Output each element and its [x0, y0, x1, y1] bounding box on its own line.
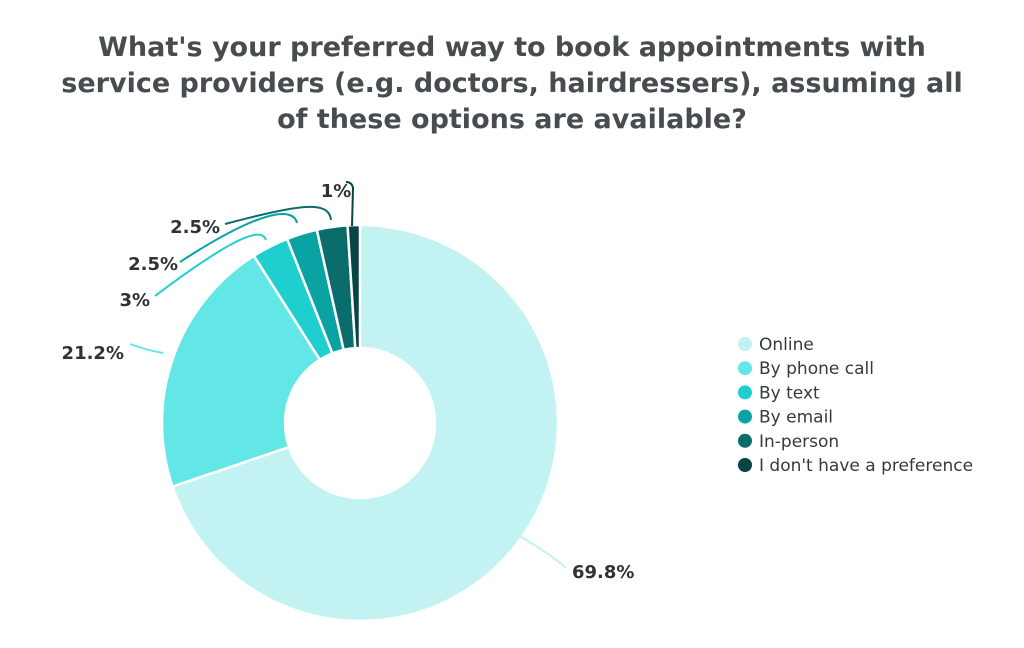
data-label-i-don-t-have-a-preference: 1% — [321, 181, 352, 202]
data-label-in-person: 2.5% — [170, 217, 220, 238]
data-label-online: 69.8% — [572, 562, 634, 583]
legend-label-by-phone-call: By phone call — [759, 359, 874, 379]
legend-swatch-in-person — [738, 433, 752, 448]
legend-label-by-text: By text — [759, 383, 820, 403]
data-label-by-email: 2.5% — [128, 254, 178, 275]
slice-online — [171, 223, 560, 623]
chart-title: What's your preferred way to book appoin… — [61, 32, 962, 135]
data-label-by-phone-call: 21.2% — [62, 343, 124, 364]
legend-label-online: Online — [759, 335, 814, 355]
title-line-1: What's your preferred way to book appoin… — [98, 32, 926, 63]
legend-swatch-i-don-t-have-a-preference — [738, 458, 752, 472]
leader-line-i-don-t-have-a-preference — [345, 181, 355, 227]
donut-slices — [160, 223, 560, 623]
legend-swatch-by-text — [738, 385, 752, 400]
leader-line-in-person — [224, 205, 332, 225]
legend-swatch-online — [738, 337, 752, 351]
legend-label-in-person: In-person — [759, 432, 839, 452]
slice-by-phone-call — [160, 254, 322, 488]
leader-line-by-phone-call — [129, 343, 164, 354]
title-line-2: service providers (e.g. doctors, hairdre… — [61, 68, 962, 99]
legend-swatch-by-phone-call — [738, 361, 752, 376]
legend-label-i-don-t-have-a-preference: I don't have a preference — [759, 456, 973, 476]
data-labels: 69.8% 21.2% 3% 2.5% 2.5% 1% — [62, 181, 635, 583]
leader-line-by-text — [154, 233, 267, 297]
legend-swatch-by-email — [738, 409, 752, 424]
title-line-3: of these options are available? — [277, 104, 747, 135]
legend-label-by-email: By email — [759, 408, 833, 428]
label-leader-lines — [129, 181, 567, 569]
leader-line-by-email — [179, 213, 298, 263]
data-label-by-text: 3% — [119, 290, 150, 311]
leader-line-online — [513, 532, 567, 569]
legend: Online By phone call By text By email In-per… — [738, 335, 973, 476]
